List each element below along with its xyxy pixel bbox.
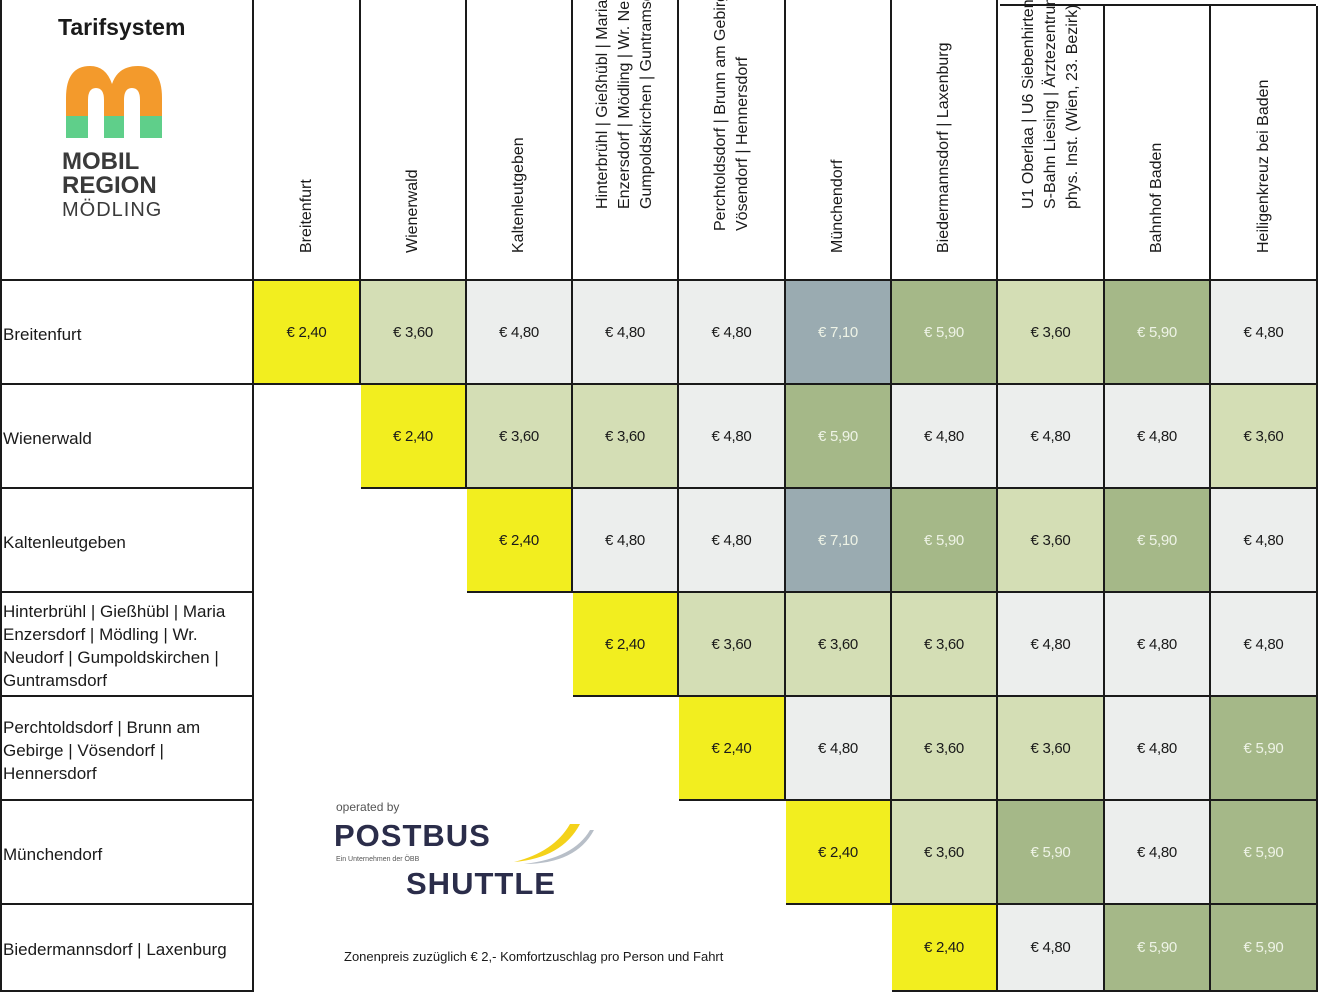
column-header-label: Biedermannsdorf | Laxenburg [935, 42, 952, 253]
mobil-region-logo-icon [66, 66, 162, 138]
fare-cell: € 5,90 [786, 385, 892, 489]
fare-cell: € 4,80 [679, 385, 786, 489]
column-header-3: Kaltenleutgeben [467, 0, 573, 281]
shuttle-wordmark: SHUTTLE [406, 866, 556, 901]
row-label: Breitenfurt [0, 281, 254, 385]
column-header-7: Biedermannsdorf | Laxenburg [892, 0, 998, 281]
logo-cell: Tarifsystem MOBIL REGION MÖDLING [0, 0, 254, 281]
fare-cell: € 2,40 [786, 801, 892, 905]
column-header-2: Wienerwald [361, 0, 467, 281]
fare-cell: € 5,90 [1211, 697, 1318, 801]
fare-cell: € 4,80 [786, 697, 892, 801]
column-header-label: Wienerwald [404, 169, 421, 253]
column-header-label: Perchtoldsdorf | Brunn am Gebirge Vösend… [711, 0, 751, 231]
logo-wordmark: MOBIL REGION MÖDLING [62, 150, 162, 222]
column-header-4: Hinterbrühl | Gießhübl | Maria Enzersdor… [573, 0, 679, 281]
fare-cell: € 4,80 [1211, 489, 1318, 593]
table-title: Tarifsystem [58, 14, 186, 40]
top-header-cap [1000, 0, 1316, 6]
logo-line-1: MOBIL [62, 148, 140, 175]
fare-cell: € 4,80 [1105, 697, 1211, 801]
column-header-label: Breitenfurt [297, 179, 315, 253]
fare-cell: € 4,80 [1105, 801, 1211, 905]
fare-cell: € 4,80 [679, 489, 786, 593]
fare-cell: € 3,60 [361, 281, 467, 385]
row-label: Hinterbrühl | Gießhübl | Maria Enzersdor… [0, 593, 254, 697]
fare-cell: € 4,80 [998, 385, 1105, 489]
fare-cell: € 3,60 [998, 281, 1105, 385]
column-header-label: U1 Oberlaa | U6 Siebenhirten | S-Bahn Li… [1019, 0, 1081, 209]
fare-cell: € 4,80 [1105, 385, 1211, 489]
fare-cell: € 3,60 [573, 385, 679, 489]
column-header-9: Bahnhof Baden [1105, 6, 1211, 281]
fare-cell: € 3,60 [892, 801, 998, 905]
fare-cell: € 4,80 [1211, 281, 1318, 385]
row-label: Perchtoldsdorf | Brunn am Gebirge | Vöse… [0, 697, 254, 801]
row-label: Biedermannsdorf | Laxenburg [0, 905, 254, 992]
column-header-10: Heiligenkreuz bei Baden [1211, 6, 1318, 281]
fare-cell: € 7,10 [786, 281, 892, 385]
row-label: Kaltenleutgeben [0, 489, 254, 593]
column-header-label: Heiligenkreuz bei Baden [1254, 79, 1272, 253]
fare-cell: € 4,80 [998, 593, 1105, 697]
fare-cell: € 3,60 [892, 593, 998, 697]
fare-cell: € 5,90 [1105, 281, 1211, 385]
column-header-5: Perchtoldsdorf | Brunn am Gebirge Vösend… [679, 0, 786, 281]
column-header-label: Bahnhof Baden [1148, 142, 1165, 253]
column-header-1: Breitenfurt [254, 0, 361, 281]
fare-cell: € 4,80 [998, 905, 1105, 992]
fare-cell: € 3,60 [892, 697, 998, 801]
operated-by-label: operated by [336, 800, 400, 814]
fare-cell: € 5,90 [1105, 489, 1211, 593]
fare-cell: € 3,60 [679, 593, 786, 697]
logo-line-2: REGION [62, 172, 157, 199]
fare-cell: € 5,90 [1105, 905, 1211, 992]
postbus-shuttle-logo: operated by POSTBUS Ein Unternehmen der … [334, 798, 594, 908]
fare-cell: € 5,90 [1211, 905, 1318, 992]
fare-cell: € 4,80 [573, 281, 679, 385]
surcharge-footnote: Zonenpreis zuzüglich € 2,- Komfortzuschl… [344, 949, 724, 964]
row-label: Münchendorf [0, 801, 254, 905]
row-label: Wienerwald [0, 385, 254, 489]
fare-cell: € 4,80 [892, 385, 998, 489]
fare-cell: € 2,40 [361, 385, 467, 489]
fare-cell: € 5,90 [998, 801, 1105, 905]
fare-cell: € 5,90 [892, 489, 998, 593]
fare-cell: € 2,40 [573, 593, 679, 697]
fare-cell: € 2,40 [892, 905, 998, 992]
column-header-label: Münchendorf [829, 159, 846, 253]
fare-cell: € 3,60 [998, 697, 1105, 801]
fare-cell: € 3,60 [786, 593, 892, 697]
column-header-8: U1 Oberlaa | U6 Siebenhirten | S-Bahn Li… [998, 0, 1105, 281]
fare-cell: € 3,60 [998, 489, 1105, 593]
fare-cell: € 2,40 [679, 697, 786, 801]
column-header-label: Hinterbrühl | Gießhübl | Maria Enzersdor… [594, 0, 655, 209]
postbus-wordmark: POSTBUS [334, 818, 491, 853]
fare-cell: € 5,90 [892, 281, 998, 385]
fare-cell: € 4,80 [1105, 593, 1211, 697]
fare-cell: € 3,60 [467, 385, 573, 489]
fare-cell: € 4,80 [573, 489, 679, 593]
fare-cell: € 2,40 [467, 489, 573, 593]
fare-cell: € 4,80 [1211, 593, 1318, 697]
logo-line-3: MÖDLING [62, 199, 163, 221]
fare-cell: € 2,40 [254, 281, 361, 385]
oebb-tagline: Ein Unternehmen der ÖBB [336, 856, 420, 863]
fare-cell: € 5,90 [1211, 801, 1318, 905]
fare-cell: € 4,80 [679, 281, 786, 385]
swoosh-icon [514, 824, 594, 864]
column-header-6: Münchendorf [786, 0, 892, 281]
fare-cell: € 3,60 [1211, 385, 1318, 489]
fare-cell: € 4,80 [467, 281, 573, 385]
fare-cell: € 7,10 [786, 489, 892, 593]
column-header-label: Kaltenleutgeben [510, 137, 527, 253]
